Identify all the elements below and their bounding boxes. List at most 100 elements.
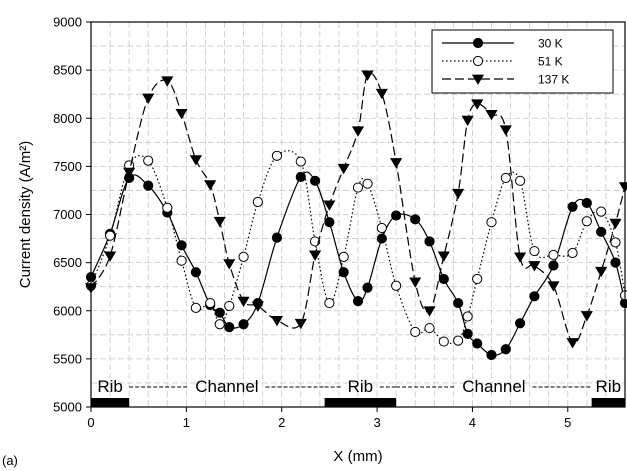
data-point — [214, 319, 225, 330]
data-point — [123, 167, 136, 179]
data-point — [270, 315, 284, 327]
data-point — [566, 338, 579, 349]
series-137-k — [84, 70, 627, 349]
series-30-k — [85, 171, 627, 361]
y-tick-label: 5000 — [53, 400, 82, 415]
rib-bar — [91, 398, 130, 407]
y-tick-label: 6000 — [53, 303, 82, 318]
data-point — [581, 197, 592, 209]
data-point — [485, 110, 498, 121]
data-point — [595, 266, 608, 278]
data-point — [462, 311, 473, 322]
data-point — [500, 172, 511, 184]
data-point — [190, 267, 201, 278]
data-point — [548, 249, 559, 261]
data-point — [581, 216, 592, 227]
data-point — [189, 155, 202, 166]
data-point — [223, 259, 236, 270]
region-label: Channel — [462, 377, 525, 396]
data-point — [424, 322, 435, 334]
data-point — [352, 296, 364, 307]
data-point — [295, 171, 306, 183]
data-point — [515, 318, 526, 329]
data-point — [453, 335, 464, 346]
data-point — [224, 322, 235, 333]
y-tick-label: 5500 — [53, 351, 82, 366]
data-point — [410, 214, 421, 225]
data-point — [486, 349, 497, 361]
data-point — [176, 255, 187, 266]
data-point — [375, 88, 388, 100]
data-point — [547, 281, 560, 292]
region-label: Channel — [195, 377, 258, 396]
data-point — [437, 251, 450, 262]
data-point — [529, 291, 540, 302]
data-point — [237, 296, 250, 308]
rib-bar — [324, 398, 397, 407]
data-point — [529, 245, 540, 257]
data-point — [438, 273, 449, 285]
region-label: Rib — [348, 377, 374, 396]
data-point — [423, 306, 436, 317]
y-tick-label: 8500 — [53, 63, 82, 78]
region-label: Rib — [596, 377, 622, 396]
data-point — [472, 273, 483, 285]
data-point — [472, 338, 483, 349]
data-point — [175, 109, 188, 120]
data-point — [548, 260, 559, 271]
data-point — [213, 216, 226, 228]
data-point — [499, 125, 512, 136]
data-point — [294, 318, 307, 330]
data-point — [376, 233, 387, 244]
data-point — [391, 280, 402, 291]
data-point — [271, 150, 283, 161]
data-series — [84, 70, 627, 361]
data-point — [619, 290, 627, 301]
y-tick-label: 7000 — [53, 207, 82, 222]
data-point — [424, 236, 435, 247]
data-point — [224, 300, 235, 312]
data-point — [103, 251, 117, 262]
legend: 30 K 51 K 137 K — [431, 29, 614, 94]
data-point — [204, 180, 217, 191]
data-point — [271, 232, 283, 243]
data-point — [238, 251, 249, 262]
data-point — [362, 178, 373, 189]
data-point — [238, 319, 249, 330]
data-point — [352, 182, 364, 193]
data-point — [362, 282, 373, 293]
data-point — [596, 226, 607, 237]
data-point — [190, 302, 201, 313]
data-point — [471, 74, 485, 85]
data-point — [580, 311, 593, 322]
rib-bar — [591, 398, 625, 407]
x-tick-label: 1 — [183, 415, 190, 430]
y-axis-title: Current density (A/m²) — [17, 141, 34, 289]
data-point — [391, 210, 402, 221]
data-point — [471, 99, 484, 110]
data-point — [514, 252, 527, 263]
data-point — [337, 163, 350, 175]
data-point — [338, 267, 349, 278]
data-point — [472, 55, 484, 67]
data-point — [205, 297, 216, 309]
data-point — [309, 175, 321, 186]
data-point — [324, 217, 335, 228]
data-point — [596, 206, 607, 217]
panel-label: (a) — [2, 453, 18, 468]
data-point — [610, 237, 621, 248]
data-point — [143, 180, 154, 191]
data-point — [161, 76, 174, 87]
data-point — [452, 188, 465, 200]
data-point — [567, 201, 578, 212]
data-point — [351, 126, 365, 137]
x-axis-title: X (mm) — [333, 448, 382, 465]
data-point — [461, 115, 474, 127]
legend-label: 30 K — [538, 37, 563, 51]
data-point — [361, 70, 374, 81]
data-point — [609, 218, 622, 230]
axis-ticks: 5000 5500 6000 6500 7000 7500 8000 8500 9000 0 1 2 3… — [53, 15, 571, 431]
y-tick-label: 8000 — [53, 111, 82, 126]
data-point — [143, 155, 154, 166]
